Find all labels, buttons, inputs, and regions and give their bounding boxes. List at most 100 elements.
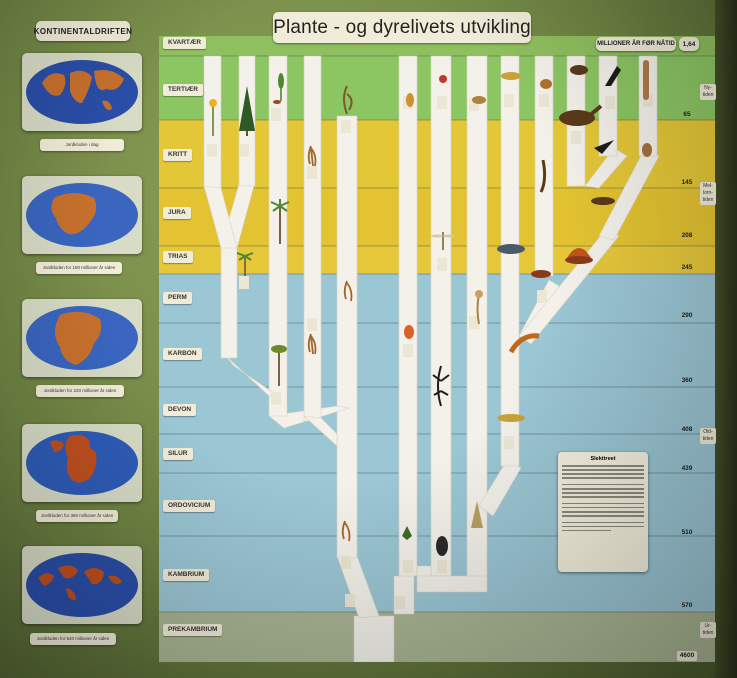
plant-stem <box>336 115 358 559</box>
plant-branch-5-stem <box>303 55 322 422</box>
myr-tick: 290 <box>681 312 693 319</box>
period-label-kvartaer: KVARTÆR <box>163 37 207 49</box>
dragonfly-icon <box>431 232 455 250</box>
amphibian-icon <box>508 333 540 354</box>
snail-icon <box>406 93 414 107</box>
period-label-tertiaer: TERTIÆR <box>163 84 203 96</box>
shell-icon <box>472 96 486 104</box>
jellyfish-icon <box>402 526 412 540</box>
club-moss-icon <box>307 333 317 355</box>
palm-icon <box>270 199 290 244</box>
human-icon <box>643 60 649 100</box>
scorpion-icon <box>432 365 450 407</box>
period-label-perm: PERM <box>163 292 192 304</box>
tree-fern-icon <box>271 345 287 386</box>
info-box: Slekttreet <box>558 452 648 572</box>
globe-caption-4: Jordkloden for 360 millioner år siden <box>36 510 118 522</box>
globe-540-image <box>26 553 138 617</box>
plant-branch-4b <box>203 185 238 249</box>
lobe-fin-fish-icon <box>497 414 525 422</box>
myr-tick: 360 <box>681 377 693 384</box>
myr-tick: 145 <box>681 179 693 186</box>
period-label-silur: SILUR <box>163 448 193 460</box>
pterosaur-icon <box>594 140 614 154</box>
band-precambrian <box>159 612 715 662</box>
trunk <box>353 615 395 662</box>
globe-caption-5: Jordkloden for 540 millioner år siden <box>30 633 116 645</box>
myr-tick: 570 <box>681 602 693 609</box>
organism-figures <box>209 60 652 556</box>
bird-icon <box>605 66 621 86</box>
coral-icon <box>404 325 414 339</box>
globe-caption-1: Jordkloden i dag <box>40 139 124 151</box>
period-label-kritt: KRITT <box>163 149 193 161</box>
period-label-ordovicium: ORDOVICIUM <box>163 500 216 512</box>
mammal-diag <box>598 147 660 241</box>
myr-tick: 208 <box>681 232 693 239</box>
continental-drift-title: KONTINENTALDRIFTEN <box>34 21 132 41</box>
crinoid-icon <box>475 290 483 325</box>
globe-360-image <box>26 431 138 495</box>
vertebrate-stem <box>500 55 520 467</box>
globe-card-2 <box>22 176 142 254</box>
rabbit-icon <box>642 143 652 157</box>
animal-stem-1 <box>398 55 418 577</box>
dimetrodon-icon <box>565 248 593 264</box>
timescale-top-value: 1,64 <box>679 37 699 51</box>
globe-today-image <box>26 60 138 124</box>
frog-icon <box>540 79 552 89</box>
era-label-mesozoic: Mel-lom-tiden <box>700 182 716 205</box>
horsetail-icon <box>307 145 317 167</box>
mammal-reptile-icon <box>591 197 615 205</box>
globe-caption-2: Jordkloden for 180 millioner år siden <box>36 262 122 274</box>
cycad-icon <box>236 252 254 276</box>
dinosaur-icon <box>559 104 603 126</box>
globe-card-4 <box>22 424 142 502</box>
conifer-icon <box>239 86 255 136</box>
myr-tick: 65 <box>683 111 691 118</box>
reptile-diag <box>518 227 620 345</box>
period-label-trias: TRIAS <box>163 251 193 263</box>
animal-stem-2 <box>430 55 452 577</box>
era-label-cenozoic: Ny-tiden <box>700 84 716 100</box>
globe-card-3 <box>22 299 142 377</box>
myr-tick: 510 <box>681 529 693 536</box>
myr-tick: 408 <box>681 426 693 433</box>
plant-branch-2-stem <box>220 245 238 359</box>
reptile-diag-2 <box>584 147 628 189</box>
period-label-prekambrium: PREKAMBRIUM <box>163 624 223 636</box>
info-box-heading: Slekttreet <box>590 456 616 462</box>
salamander-icon <box>539 159 547 193</box>
period-label-jura: JURA <box>163 207 191 219</box>
period-label-devon: DEVON <box>163 404 197 416</box>
trilobite-icon <box>436 536 448 556</box>
page-title: Plante - og dyrelivets utvikling <box>273 12 531 43</box>
globe-220-image <box>26 306 138 370</box>
animal-stem-3-join <box>416 575 488 593</box>
myr-tick-bottom: 4600 <box>677 651 697 661</box>
vertebrate-diag <box>478 459 522 517</box>
reptile-icon <box>531 270 551 278</box>
globe-card-1 <box>22 53 142 131</box>
fish-icon <box>501 72 521 80</box>
seaweed-icon <box>343 85 353 115</box>
shark-icon <box>497 244 525 254</box>
timescale-header: MILLIONER ÅR FØR NÅTID <box>596 37 676 51</box>
globe-caption-3: Jordkloden for 220 millioner år siden <box>36 385 124 397</box>
period-label-karbon: KARBON <box>163 348 202 360</box>
era-label-paleozoic: Old-tiden <box>700 428 716 444</box>
myr-tick: 245 <box>681 264 693 271</box>
flower-icon <box>209 99 217 136</box>
era-label-precambrian: Ur-tiden <box>700 622 716 638</box>
cephalopod-icon <box>471 501 483 528</box>
timeline-chart <box>159 36 715 662</box>
period-label-kambrium: KAMBRIUM <box>163 569 210 581</box>
board-frame-edge <box>715 0 737 678</box>
horsetail-2-icon <box>343 280 353 302</box>
globe-180-image <box>26 183 138 247</box>
myr-tick: 439 <box>681 465 693 472</box>
algae-icon <box>341 520 351 542</box>
fern-icon <box>273 73 284 104</box>
plant-branch-5b <box>303 415 338 447</box>
globe-card-5 <box>22 546 142 624</box>
